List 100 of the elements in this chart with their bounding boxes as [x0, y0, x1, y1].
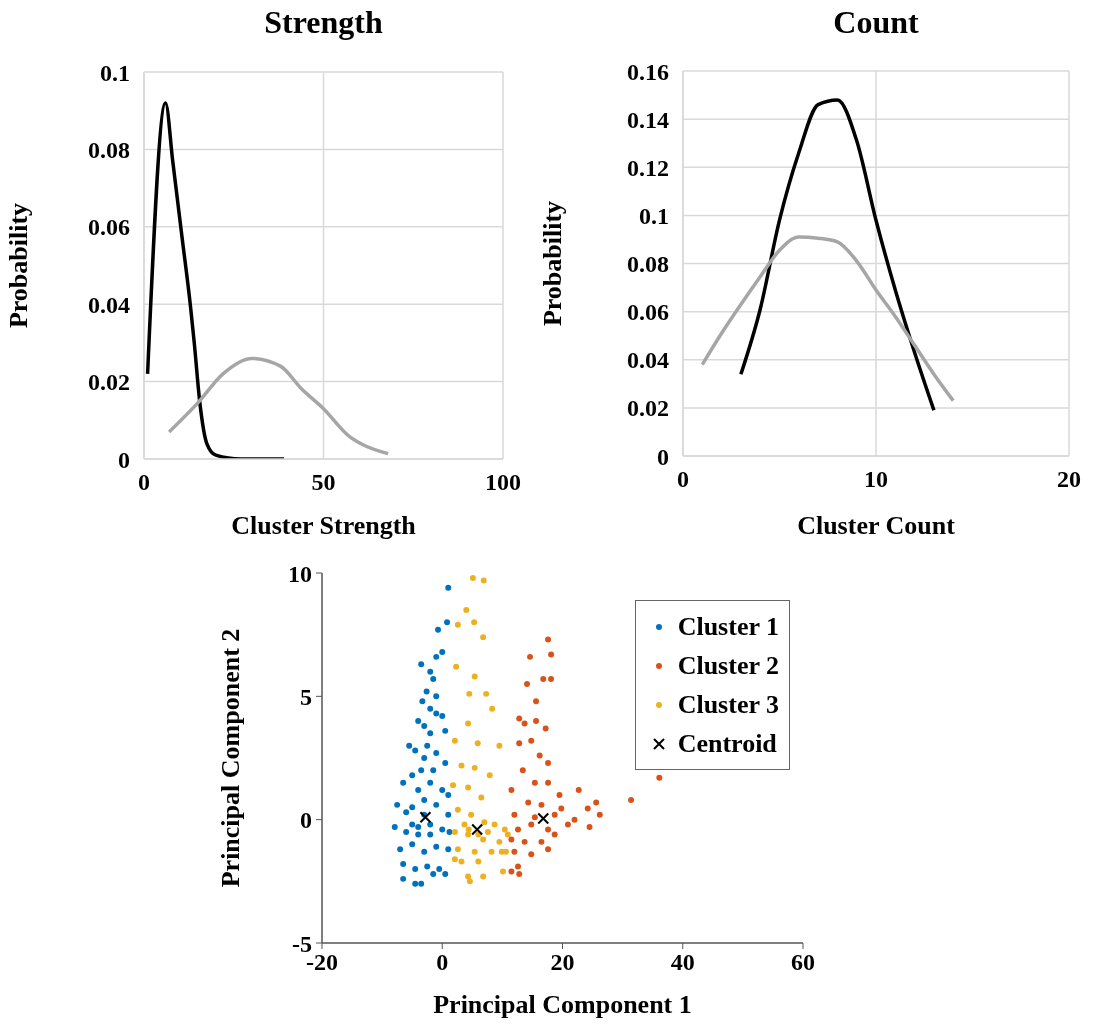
- point: [496, 838, 503, 845]
- y-tick-label: 0.04: [627, 347, 669, 374]
- point: [465, 720, 472, 727]
- point: [469, 574, 476, 581]
- y-tick-label: -5: [292, 930, 312, 957]
- x-tick-label: 20: [550, 949, 575, 976]
- point: [521, 838, 528, 845]
- point: [501, 826, 508, 833]
- x-tick-label: 10: [864, 466, 888, 493]
- point: [545, 826, 552, 833]
- point: [471, 619, 478, 626]
- point: [533, 718, 540, 724]
- point: [453, 663, 460, 670]
- point: [499, 868, 506, 875]
- point: [503, 848, 509, 855]
- point: [531, 779, 538, 786]
- point: [575, 787, 582, 794]
- y-tick-label: 0.08: [88, 136, 130, 163]
- point: [465, 784, 472, 791]
- y-tick-label: 0.12: [627, 154, 669, 181]
- point: [584, 805, 591, 812]
- point: [516, 740, 523, 747]
- point: [483, 690, 490, 697]
- point: [504, 831, 511, 838]
- point: [466, 690, 473, 697]
- point: [545, 846, 552, 853]
- point: [524, 681, 531, 687]
- point: [558, 805, 565, 812]
- point: [537, 812, 550, 825]
- chart-title: Strength: [263, 4, 384, 41]
- point: [465, 873, 472, 880]
- point: [511, 811, 518, 818]
- point: [465, 826, 472, 833]
- point: [481, 819, 488, 826]
- point: [465, 831, 472, 838]
- x-tick-label: 100: [485, 469, 521, 496]
- point: [471, 673, 478, 680]
- point: [461, 821, 468, 828]
- point: [451, 856, 458, 863]
- point: [564, 821, 571, 828]
- point: [571, 816, 578, 823]
- point: [556, 792, 563, 798]
- point: [451, 829, 458, 835]
- y-tick-label: 0: [657, 443, 669, 470]
- point: [508, 836, 515, 843]
- x-tick-label: 60: [791, 949, 815, 976]
- point: [471, 848, 478, 855]
- x-tick-label: 40: [670, 949, 695, 976]
- point: [519, 767, 526, 774]
- x-tick-label: 0: [138, 469, 150, 496]
- point: [548, 676, 555, 683]
- point: [516, 715, 523, 722]
- point: [471, 823, 484, 836]
- line-series: [700, 235, 955, 403]
- line-series: [167, 356, 390, 456]
- point: [454, 806, 461, 813]
- point: [551, 811, 558, 818]
- y-tick-label: 0: [118, 446, 130, 473]
- point: [451, 737, 458, 744]
- y-tick-label: 0.06: [627, 299, 669, 326]
- y-tick-label: 0.02: [88, 369, 130, 396]
- y-tick-label: 5: [300, 683, 312, 710]
- y-tick-label: 0: [300, 807, 312, 834]
- point: [545, 636, 552, 643]
- x-tick-label: 0: [677, 466, 689, 493]
- x-axis-title: Principal Component 1: [433, 990, 692, 1019]
- point: [468, 811, 475, 818]
- point: [525, 799, 532, 806]
- point: [484, 829, 491, 835]
- point: [551, 831, 558, 838]
- legend-label: Cluster 2: [677, 650, 779, 682]
- y-tick-label: 0.02: [627, 395, 669, 422]
- y-tick-label: 0.14: [627, 106, 669, 133]
- point: [596, 811, 603, 818]
- point: [478, 794, 485, 801]
- point: [454, 621, 461, 628]
- point: [515, 863, 521, 870]
- point: [480, 577, 487, 584]
- x-tick-label: 0: [436, 949, 449, 976]
- x-axis-title: Cluster Count: [797, 511, 956, 540]
- x-tick-label: 50: [311, 469, 336, 496]
- y-tick-label: 0.08: [627, 251, 669, 278]
- y-tick-label: 10: [288, 560, 312, 587]
- point: [538, 801, 545, 808]
- point: [450, 782, 457, 789]
- y-axis-title: Probability: [538, 200, 568, 327]
- point: [511, 848, 518, 855]
- point: [491, 821, 498, 828]
- point: [508, 868, 515, 875]
- point: [545, 779, 552, 786]
- y-tick-label: 0.1: [100, 59, 130, 86]
- point: [480, 873, 487, 880]
- point: [471, 764, 478, 771]
- legend-label: Centroid: [677, 728, 777, 760]
- point: [463, 607, 470, 613]
- point: [542, 725, 549, 732]
- y-axis-title: Probability: [4, 202, 34, 329]
- point: [528, 851, 535, 858]
- point: [528, 737, 535, 744]
- point: [466, 878, 473, 885]
